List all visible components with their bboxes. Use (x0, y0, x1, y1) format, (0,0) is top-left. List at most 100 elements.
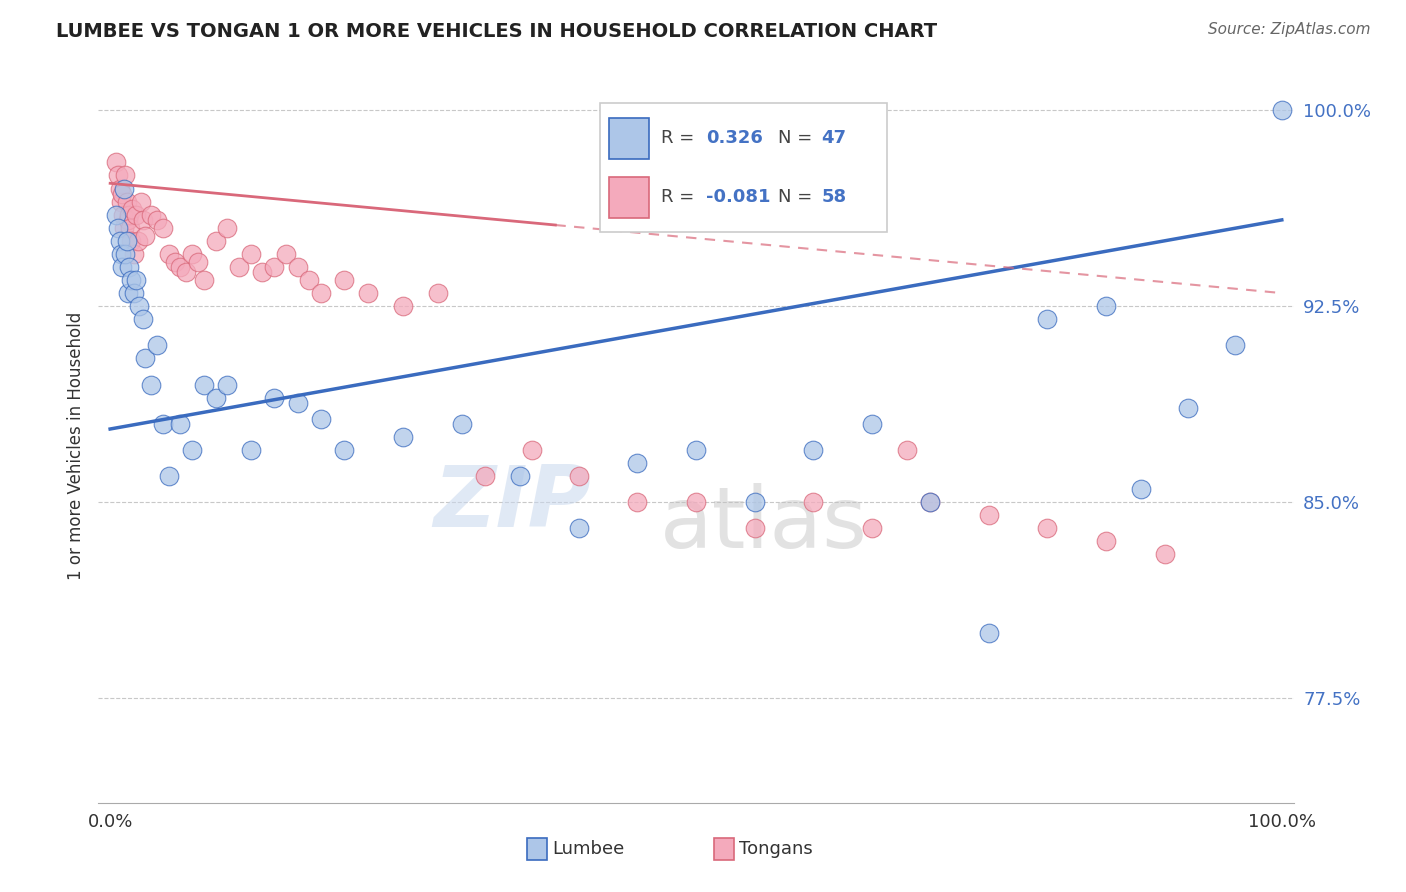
Point (157, 469, 180, 483)
Point (977, 508, 1000, 523)
Point (896, 442, 918, 457)
Point (626, 495, 648, 509)
Point (474, 469, 496, 483)
Point (120, 234, 142, 248)
Point (520, 442, 543, 457)
Point (263, 391, 285, 405)
Point (217, 220, 239, 235)
Point (134, 228, 156, 243)
Point (392, 430, 415, 444)
Point (134, 351, 156, 366)
Point (860, 417, 883, 431)
Point (169, 260, 191, 274)
Point (111, 186, 134, 201)
Point (115, 194, 138, 209)
Point (1036, 312, 1059, 326)
Point (427, 286, 450, 301)
Point (120, 273, 142, 287)
Point (920, 495, 942, 509)
Point (252, 265, 274, 279)
Point (685, 442, 707, 457)
Point (132, 213, 155, 227)
Point (127, 234, 149, 248)
Point (141, 208, 163, 222)
Point (118, 260, 141, 274)
Point (174, 265, 197, 279)
Point (801, 495, 824, 509)
Point (1177, 401, 1199, 416)
Point (108, 234, 131, 248)
Point (193, 377, 215, 392)
Point (1130, 482, 1153, 496)
Point (122, 286, 145, 301)
Point (120, 220, 141, 235)
Point (1271, 103, 1294, 117)
Point (129, 194, 152, 209)
Point (228, 260, 250, 274)
Point (204, 234, 226, 248)
Point (568, 521, 591, 535)
Text: Source: ZipAtlas.com: Source: ZipAtlas.com (1208, 22, 1371, 37)
Point (450, 417, 472, 431)
Point (132, 312, 155, 326)
Point (744, 521, 766, 535)
Point (392, 299, 415, 313)
Point (263, 260, 285, 274)
Point (112, 208, 135, 222)
Point (298, 273, 321, 287)
Point (860, 521, 883, 535)
Point (685, 495, 707, 509)
Point (105, 155, 128, 169)
Point (744, 495, 766, 509)
Point (287, 260, 309, 274)
Point (274, 247, 297, 261)
Point (509, 469, 531, 483)
Point (110, 194, 132, 209)
Point (125, 208, 148, 222)
Point (181, 247, 204, 261)
Point (977, 626, 1000, 640)
Point (333, 273, 356, 287)
Point (1153, 548, 1175, 562)
Point (169, 417, 191, 431)
Point (108, 181, 131, 195)
Point (112, 181, 135, 195)
Point (333, 442, 356, 457)
Y-axis label: 1 or more Vehicles in Household: 1 or more Vehicles in Household (66, 312, 84, 580)
Point (1095, 534, 1118, 549)
Point (801, 442, 824, 457)
Point (204, 391, 226, 405)
Text: LUMBEE VS TONGAN 1 OR MORE VEHICLES IN HOUSEHOLD CORRELATION CHART: LUMBEE VS TONGAN 1 OR MORE VEHICLES IN H… (56, 22, 938, 41)
Point (114, 169, 136, 183)
Point (117, 286, 139, 301)
Point (239, 247, 262, 261)
Point (117, 213, 139, 227)
Point (107, 220, 129, 235)
Point (217, 377, 239, 392)
Point (122, 247, 145, 261)
Point (163, 254, 186, 268)
Point (357, 286, 380, 301)
Point (193, 273, 215, 287)
Point (141, 377, 163, 392)
Point (118, 208, 141, 222)
Point (152, 417, 174, 431)
Point (107, 169, 129, 183)
Point (121, 202, 143, 217)
Point (181, 442, 204, 457)
Point (1223, 338, 1246, 352)
Point (125, 273, 148, 287)
Point (128, 299, 150, 313)
Point (568, 469, 591, 483)
Point (309, 286, 332, 301)
Point (1036, 521, 1059, 535)
Point (152, 220, 174, 235)
Point (105, 208, 128, 222)
Point (110, 247, 132, 261)
Point (1095, 299, 1118, 313)
Point (239, 442, 262, 457)
Text: atlas: atlas (661, 483, 868, 566)
Point (626, 456, 648, 470)
Point (287, 396, 309, 410)
Point (115, 234, 138, 248)
